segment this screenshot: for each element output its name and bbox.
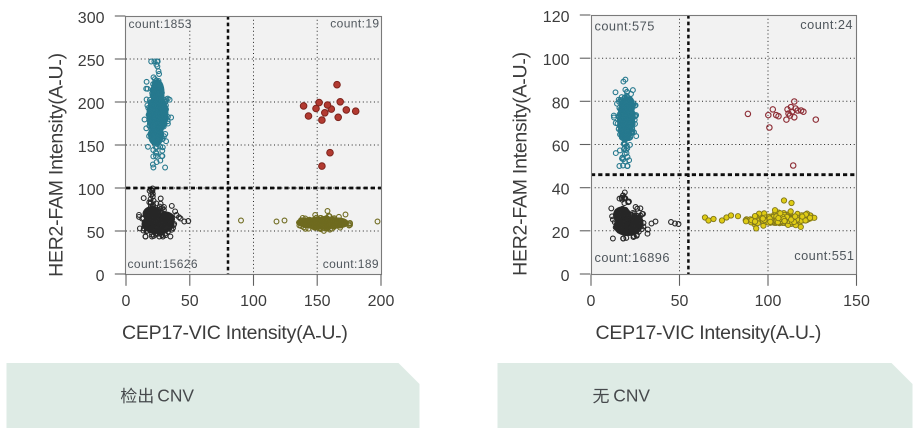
svg-text:20: 20 [552,225,570,242]
svg-text:CNV: CNV [613,386,650,406]
svg-text:0: 0 [561,268,570,285]
svg-text:count:24: count:24 [800,17,853,32]
svg-text:CEP17-VIC Intensity(A-U-): CEP17-VIC Intensity(A-U-) [596,322,822,347]
svg-text:50: 50 [671,293,689,310]
svg-text:120: 120 [543,9,570,26]
svg-text:60: 60 [552,139,570,156]
svg-text:count:16896: count:16896 [595,250,670,265]
svg-text:count:19: count:19 [330,17,379,31]
svg-text:0: 0 [587,293,596,310]
svg-text:200: 200 [78,96,105,113]
svg-text:CNV: CNV [157,386,194,406]
svg-text:40: 40 [552,182,570,199]
svg-text:50: 50 [87,225,105,242]
svg-text:150: 150 [304,293,331,310]
svg-text:count:15626: count:15626 [128,257,198,271]
svg-text:count:575: count:575 [595,19,655,34]
svg-text:200: 200 [368,293,395,310]
svg-text:count:551: count:551 [794,248,854,263]
svg-text:100: 100 [240,293,267,310]
svg-text:100: 100 [543,52,570,69]
svg-text:0: 0 [96,268,105,285]
svg-text:0: 0 [122,293,131,310]
svg-text:100: 100 [78,182,105,199]
svg-text:100: 100 [755,293,782,310]
svg-text:300: 300 [78,10,105,27]
svg-text:150: 150 [78,139,105,156]
svg-text:HER2-FAM Intensity(A-U-): HER2-FAM Intensity(A-U-) [46,53,71,277]
svg-text:count:1853: count:1853 [129,17,192,31]
svg-text:HER2-FAM Intensity(A-U-): HER2-FAM Intensity(A-U-) [510,52,535,276]
svg-text:count:189: count:189 [323,257,379,271]
svg-text:80: 80 [552,95,570,112]
svg-text:150: 150 [843,293,870,310]
svg-text:50: 50 [181,293,199,310]
svg-text:CEP17-VIC Intensity(A-U-): CEP17-VIC Intensity(A-U-) [122,322,348,347]
svg-text:250: 250 [78,53,105,70]
